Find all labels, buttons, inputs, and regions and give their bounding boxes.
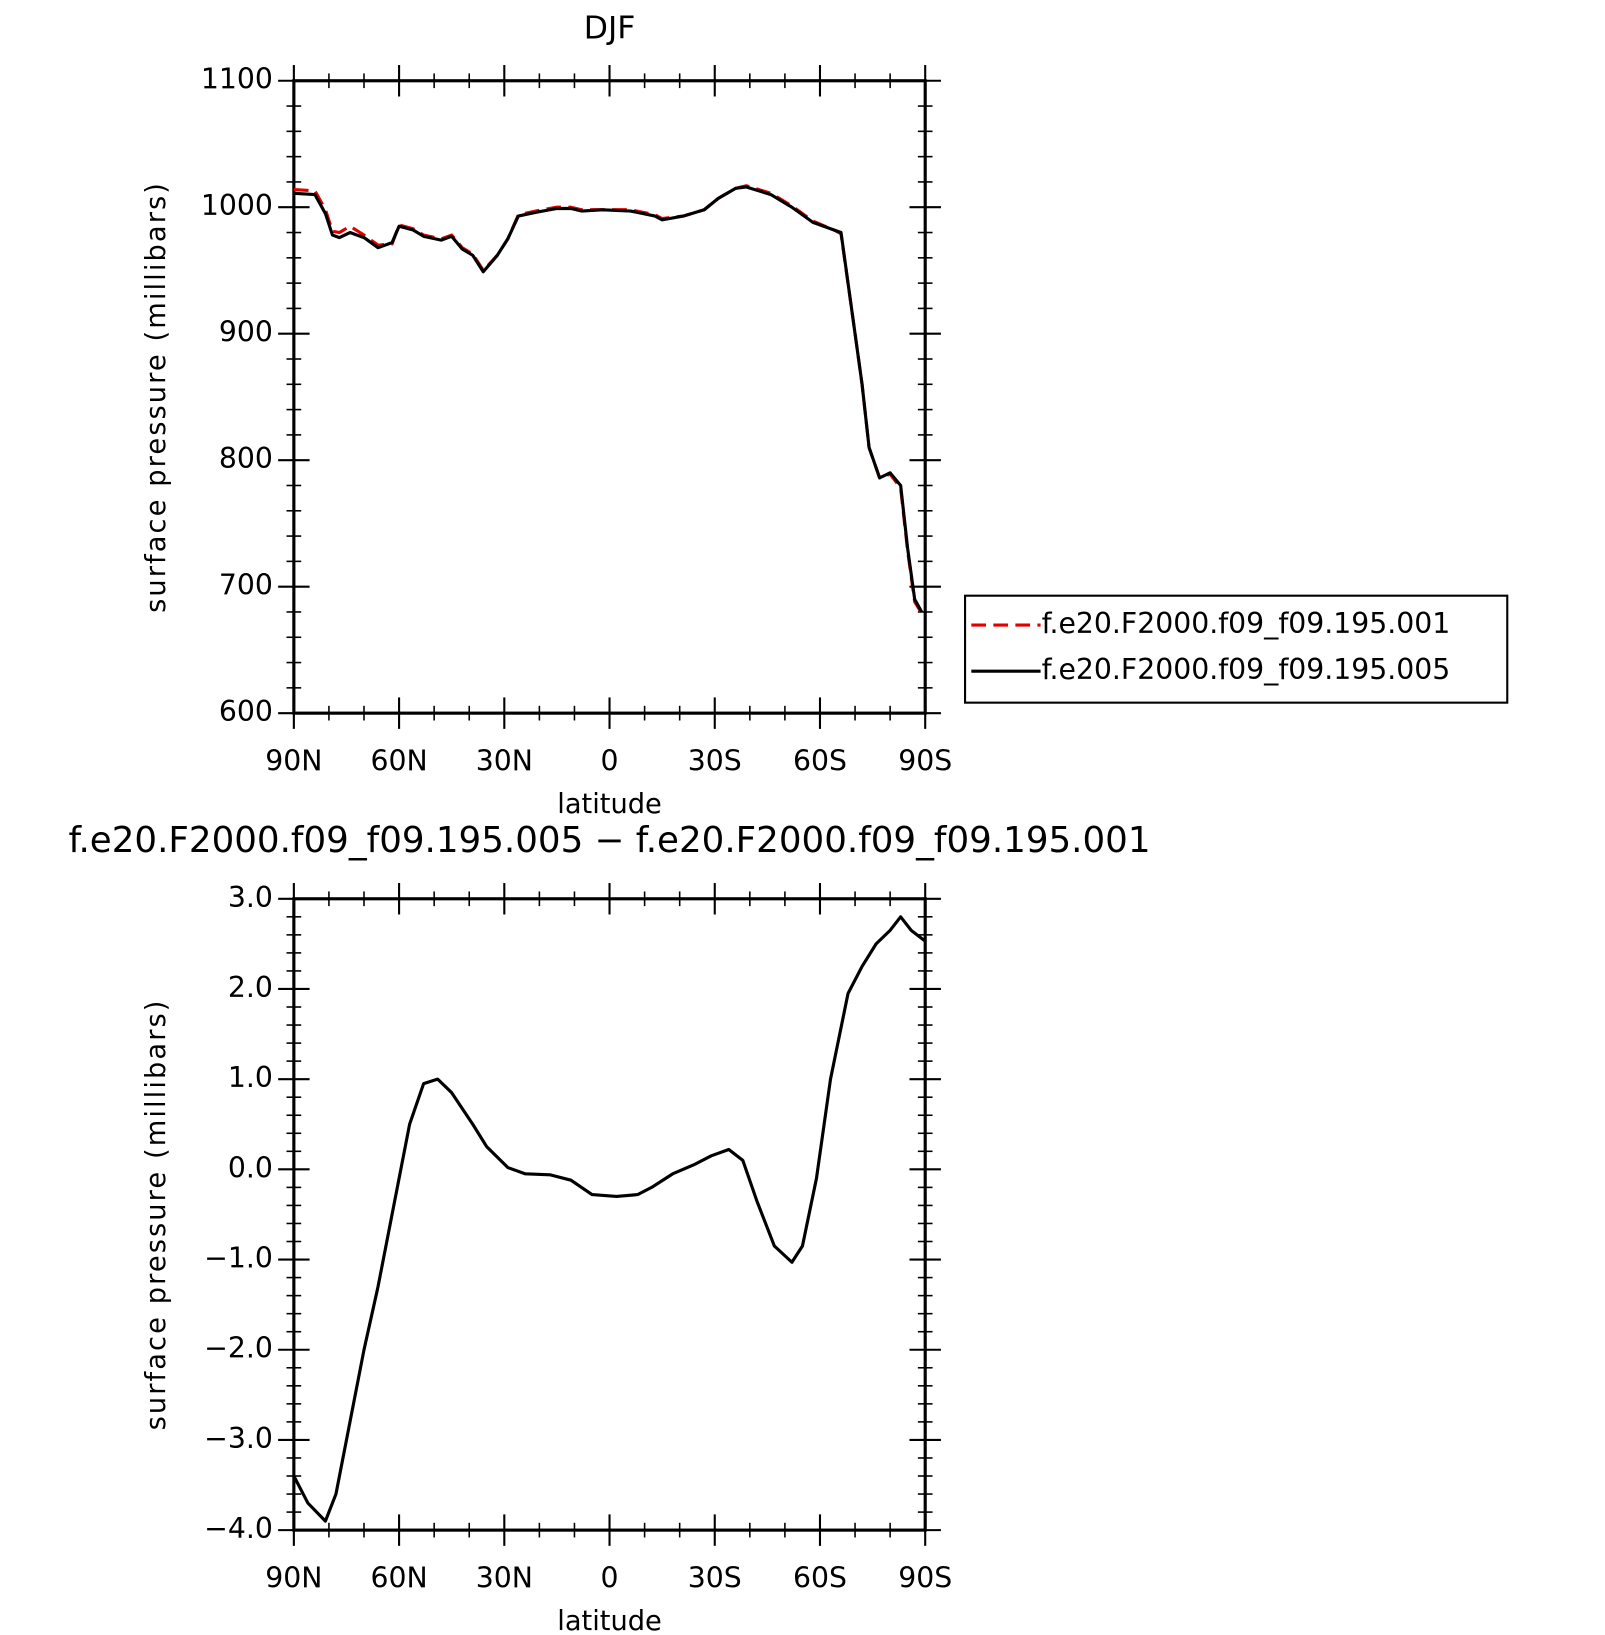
plot-frame bbox=[292, 79, 927, 715]
y-tick-label: −4.0 bbox=[204, 1512, 273, 1545]
plot-frame bbox=[292, 897, 927, 1532]
chart-title: DJF bbox=[584, 10, 636, 46]
y-axis-label: surface pressure (millibars) bbox=[141, 181, 172, 613]
x-tick-label: 90N bbox=[265, 1561, 322, 1594]
y-tick-label: 0.0 bbox=[228, 1151, 273, 1184]
y-tick-label: 900 bbox=[219, 316, 273, 349]
x-tick-label: 90N bbox=[265, 744, 322, 777]
x-tick-label: 30S bbox=[688, 1561, 742, 1594]
y-tick-label: −3.0 bbox=[204, 1422, 273, 1455]
x-tick-label: 30N bbox=[476, 1561, 533, 1594]
x-tick-label: 60S bbox=[793, 744, 847, 777]
x-tick-label: 60N bbox=[370, 1561, 427, 1594]
y-tick-label: 3.0 bbox=[228, 881, 273, 914]
x-axis-label: latitude bbox=[557, 1606, 662, 1635]
x-tick-label: 60N bbox=[370, 744, 427, 777]
y-tick-label: 700 bbox=[219, 569, 273, 602]
y-tick-label: 2.0 bbox=[228, 971, 273, 1004]
y-tick-label: 1000 bbox=[201, 189, 273, 222]
data-line bbox=[293, 184, 924, 615]
x-tick-label: 30N bbox=[476, 744, 533, 777]
legend-label: f.e20.F2000.f09_f09.195.001 bbox=[1042, 607, 1451, 640]
x-tick-label: 0 bbox=[601, 744, 619, 777]
x-tick-label: 90S bbox=[898, 1561, 952, 1594]
legend: f.e20.F2000.f09_f09.195.001 f.e20.F2000.f… bbox=[964, 594, 1509, 704]
x-axis-label: latitude bbox=[557, 789, 662, 820]
x-tick-label: 60S bbox=[793, 1561, 847, 1594]
data-line bbox=[293, 185, 924, 613]
y-tick-label: −2.0 bbox=[204, 1332, 273, 1365]
y-tick-label: 1.0 bbox=[228, 1061, 273, 1094]
y-tick-label: 800 bbox=[219, 442, 273, 475]
y-tick-label: 1100 bbox=[201, 63, 273, 96]
y-tick-label: 600 bbox=[219, 695, 273, 728]
x-tick-label: 30S bbox=[688, 744, 742, 777]
legend-label: f.e20.F2000.f09_f09.195.005 bbox=[1042, 653, 1451, 686]
data-line bbox=[292, 915, 927, 1523]
chart-title: f.e20.F2000.f09_f09.195.005 − f.e20.F200… bbox=[69, 820, 1151, 861]
y-tick-label: −1.0 bbox=[204, 1242, 273, 1275]
x-tick-label: 90S bbox=[898, 744, 952, 777]
y-axis-label: surface pressure (millibars) bbox=[141, 998, 172, 1430]
legend-box bbox=[964, 594, 1509, 704]
x-tick-label: 0 bbox=[601, 1561, 619, 1594]
